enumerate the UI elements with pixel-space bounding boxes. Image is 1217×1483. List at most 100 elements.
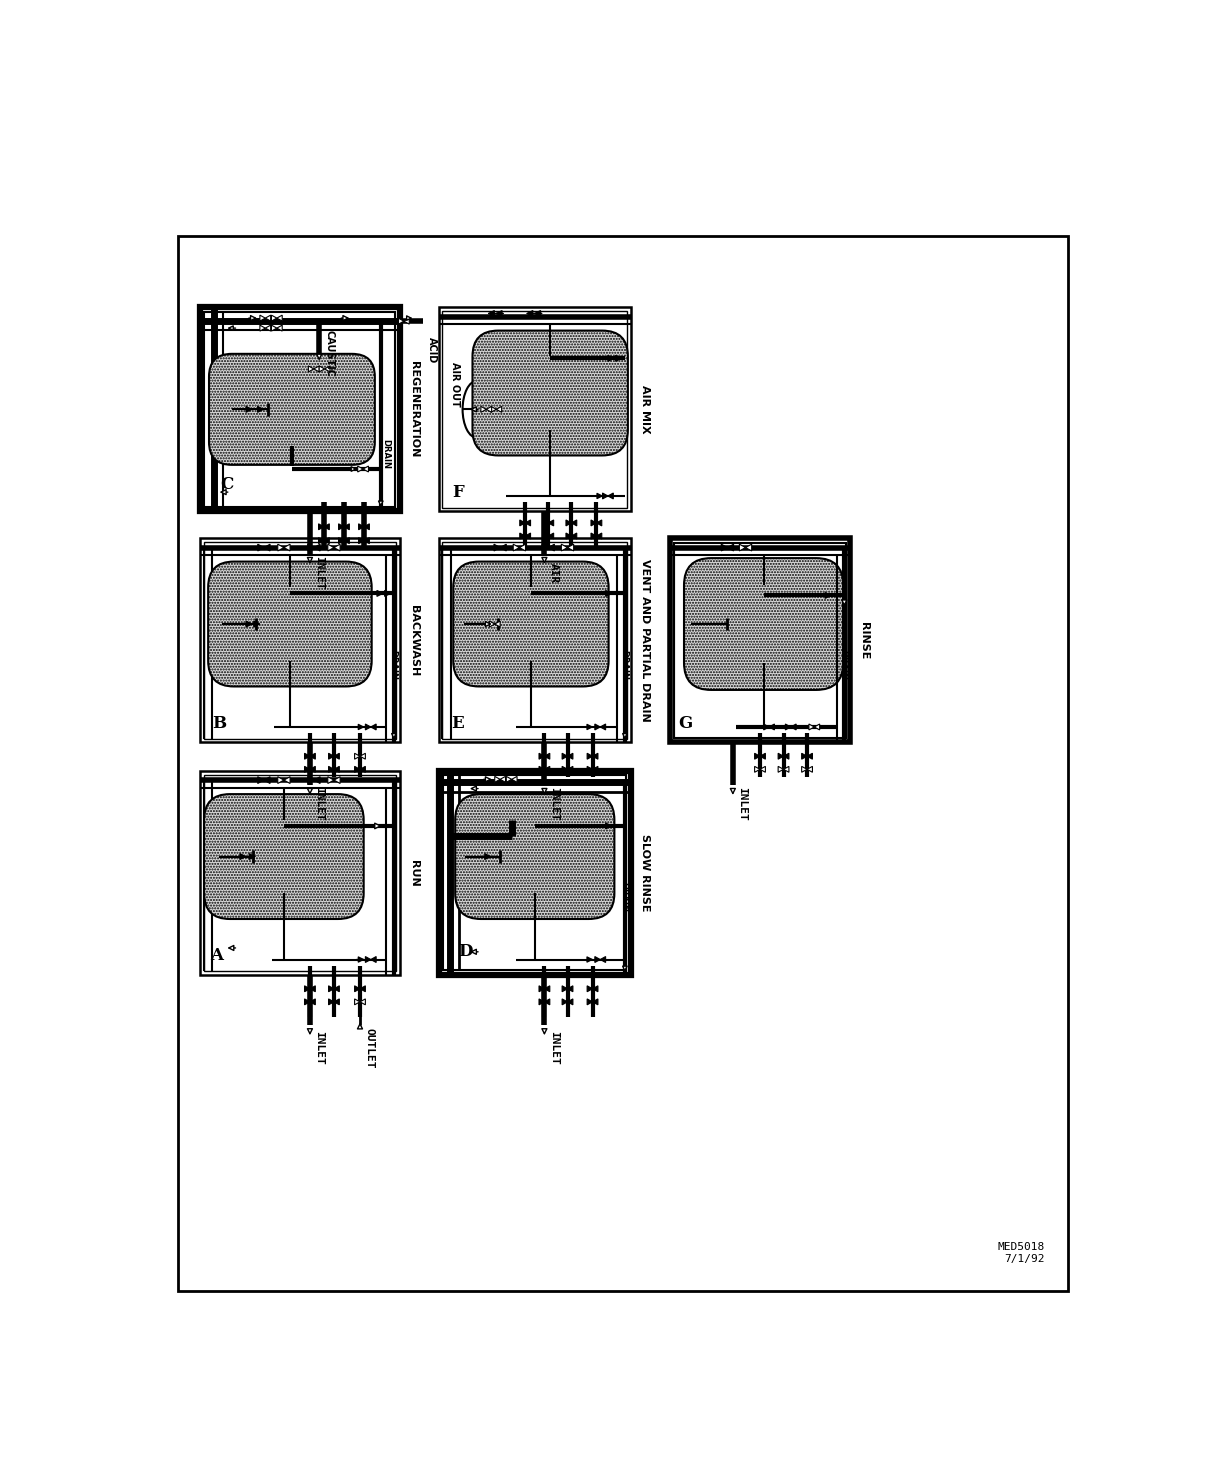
Polygon shape [276,325,282,331]
Polygon shape [520,532,526,538]
Polygon shape [481,406,487,412]
Polygon shape [595,724,600,730]
Text: RUN: RUN [409,860,419,887]
Text: G: G [678,715,692,731]
Polygon shape [587,767,593,773]
Polygon shape [304,753,310,759]
Text: ACID: ACID [427,337,437,363]
Polygon shape [327,544,333,552]
Polygon shape [324,523,330,529]
Polygon shape [567,767,573,773]
Polygon shape [404,319,409,325]
Bar [442,311,627,507]
Text: DRAIN: DRAIN [618,882,628,912]
Polygon shape [333,1000,340,1005]
Bar [200,538,400,743]
Text: INLET: INLET [314,787,324,822]
Polygon shape [571,532,577,538]
Polygon shape [567,986,573,992]
Polygon shape [593,753,598,759]
Polygon shape [360,986,365,992]
Polygon shape [271,325,276,331]
Polygon shape [544,767,550,773]
Polygon shape [258,544,264,552]
Bar [203,543,397,739]
Bar [200,771,400,974]
Polygon shape [526,521,531,526]
Polygon shape [398,319,404,325]
Polygon shape [544,753,550,759]
Polygon shape [308,544,314,552]
Polygon shape [284,777,290,783]
FancyBboxPatch shape [204,793,364,919]
Polygon shape [544,986,550,992]
Polygon shape [755,753,759,759]
Polygon shape [807,753,813,759]
Polygon shape [333,767,340,773]
Text: INLET: INLET [549,787,559,822]
Polygon shape [308,366,314,372]
Polygon shape [778,753,784,759]
FancyBboxPatch shape [472,331,628,455]
Polygon shape [500,544,506,552]
Polygon shape [587,753,593,759]
Polygon shape [740,544,746,552]
Bar [204,311,396,507]
Bar [438,771,632,974]
Polygon shape [593,986,598,992]
Polygon shape [755,767,759,773]
Polygon shape [539,753,544,759]
Text: OUTLET: OUTLET [364,1028,374,1068]
Polygon shape [809,724,814,730]
Polygon shape [495,621,500,627]
Polygon shape [264,544,270,552]
Polygon shape [561,544,567,552]
Polygon shape [344,538,349,544]
Polygon shape [728,544,734,552]
Polygon shape [587,1000,593,1005]
Polygon shape [778,767,784,773]
Polygon shape [277,777,284,783]
Text: BACKWASH: BACKWASH [409,605,419,676]
Text: AIR: AIR [549,564,559,583]
Bar [438,307,632,512]
Polygon shape [360,753,365,759]
Polygon shape [587,986,593,992]
Bar [203,774,397,971]
Polygon shape [548,532,554,538]
Polygon shape [567,753,573,759]
Text: DRAIN: DRAIN [839,650,847,679]
Polygon shape [497,406,501,412]
Polygon shape [333,777,340,783]
Polygon shape [543,532,548,538]
Polygon shape [784,753,789,759]
Polygon shape [807,767,813,773]
Text: D: D [459,943,472,961]
Polygon shape [591,532,596,538]
Polygon shape [785,724,791,730]
Polygon shape [354,767,360,773]
Polygon shape [310,767,315,773]
Polygon shape [319,523,324,529]
Polygon shape [260,325,265,331]
Polygon shape [260,314,265,320]
Polygon shape [539,1000,544,1005]
Polygon shape [567,544,573,552]
Polygon shape [310,1000,315,1005]
Polygon shape [258,777,264,783]
Text: AIR OUT: AIR OUT [450,362,460,408]
Polygon shape [324,538,330,544]
Text: DRAIN: DRAIN [618,650,628,679]
Text: VENT AND PARTIAL DRAIN: VENT AND PARTIAL DRAIN [640,559,650,722]
Polygon shape [500,777,505,783]
Text: INLET: INLET [738,787,747,822]
Polygon shape [759,753,765,759]
Text: F: F [452,483,464,501]
Polygon shape [333,544,340,552]
Polygon shape [319,366,325,372]
Polygon shape [344,523,349,529]
Polygon shape [746,544,752,552]
Polygon shape [363,466,369,472]
Text: INLET: INLET [549,1031,559,1065]
Polygon shape [333,753,340,759]
